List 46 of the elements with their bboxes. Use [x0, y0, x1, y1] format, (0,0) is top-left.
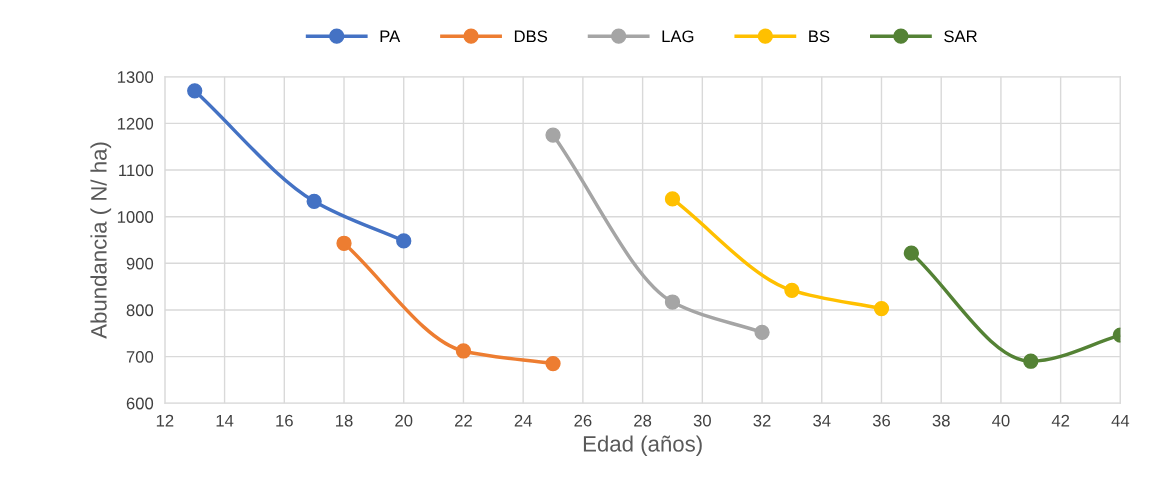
- legend-label: PA: [380, 30, 401, 43]
- x-tick-label: 26: [574, 414, 592, 427]
- legend-label: BS: [809, 30, 830, 43]
- x-tick-label: 38: [932, 414, 950, 427]
- x-tick-label: 14: [216, 414, 234, 427]
- point: [545, 127, 561, 143]
- x-tick-label: 34: [813, 414, 831, 427]
- point: [306, 193, 322, 209]
- y-tick-label: 1200: [117, 117, 154, 130]
- point: [455, 343, 472, 359]
- x-axis-title: Edad (años): [583, 435, 702, 457]
- x-tick-label: 16: [276, 414, 293, 427]
- legend-label: DBS: [514, 30, 548, 43]
- point: [664, 191, 681, 207]
- y-tick-label: 600: [126, 397, 154, 410]
- point: [754, 324, 770, 340]
- legend-label: SAR: [944, 30, 977, 43]
- x-tick-label: 30: [693, 414, 711, 427]
- y-tick-label: 1000: [117, 211, 154, 223]
- y-tick-label: 1100: [119, 164, 154, 177]
- x-tick-label: 42: [1051, 414, 1070, 427]
- x-tick-label: 24: [514, 414, 532, 427]
- point: [187, 83, 203, 99]
- y-tick-label: 800: [126, 304, 154, 317]
- y-tick-label: 900: [126, 257, 154, 270]
- x-tick-label: 32: [753, 414, 771, 427]
- point: [784, 282, 800, 298]
- x-tick-label: 18: [336, 414, 353, 427]
- point: [903, 245, 919, 261]
- x-tick-label: 20: [395, 414, 413, 427]
- point: [664, 294, 681, 310]
- y-axis-title: Abundancia ( N/ ha): [90, 142, 112, 339]
- x-tick-label: 28: [634, 414, 652, 427]
- y-tick-label: 1300: [117, 71, 154, 83]
- y-tick-label: 700: [126, 350, 154, 363]
- point: [396, 233, 412, 249]
- point: [873, 300, 890, 317]
- x-tick-label: 36: [872, 414, 891, 427]
- x-tick-label: 40: [992, 414, 1010, 427]
- point: [1023, 353, 1039, 369]
- x-tick-label: 22: [455, 414, 472, 427]
- point: [336, 235, 352, 251]
- x-tick-label: 12: [156, 414, 174, 427]
- legend-label: LAG: [662, 30, 694, 43]
- point: [545, 355, 561, 372]
- x-tick-label: 44: [1111, 414, 1130, 427]
